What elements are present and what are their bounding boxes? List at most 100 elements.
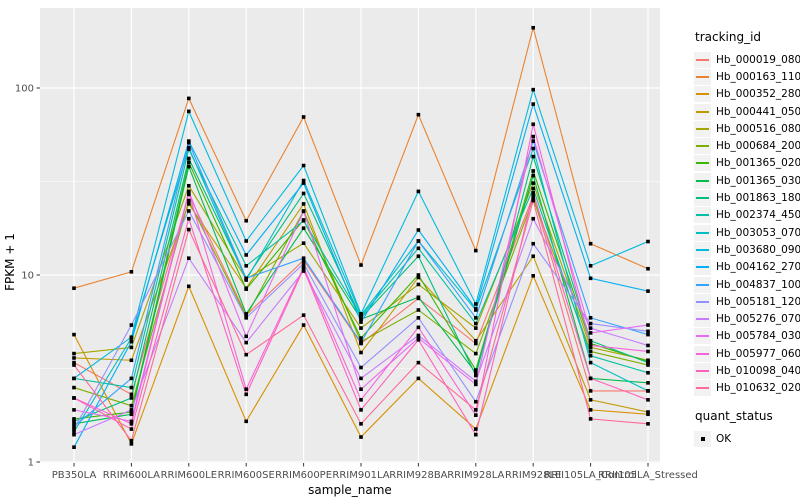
data-point [301, 323, 306, 327]
data-point [531, 241, 535, 246]
data-point [646, 332, 650, 337]
data-point [244, 340, 248, 345]
legend-label: Hb_005977_060 [716, 347, 800, 360]
data-point [531, 181, 535, 185]
data-point [72, 427, 76, 431]
legend-key-swatch [694, 207, 711, 224]
data-point [531, 154, 535, 159]
data-point [301, 178, 306, 183]
data-point [474, 399, 478, 404]
legend-key-swatch [694, 276, 711, 293]
data-point [129, 410, 134, 414]
data-point [187, 109, 191, 114]
legend-line-icon [696, 266, 709, 269]
data-point [646, 398, 650, 402]
data-point [72, 286, 76, 290]
data-point [416, 273, 421, 277]
data-point [187, 216, 191, 221]
data-point [359, 340, 363, 345]
data-point [531, 194, 535, 198]
legend-line-icon [696, 110, 709, 113]
data-point [129, 427, 134, 431]
data-point [474, 370, 478, 375]
data-point [187, 145, 191, 150]
data-point [244, 239, 248, 243]
data-point [72, 363, 76, 367]
data-point [531, 25, 535, 30]
data-point [244, 312, 248, 316]
y-tick-label: 10 [21, 271, 34, 282]
data-point [129, 442, 134, 446]
data-point [359, 365, 363, 370]
data-point [244, 387, 248, 392]
data-point [359, 422, 363, 426]
data-point [72, 432, 76, 437]
legend-item-Hb_003053_070: Hb_003053_070 [694, 224, 800, 241]
legend-item-Hb_005977_060: Hb_005977_060 [694, 345, 800, 362]
legend-item-Hb_004837_100: Hb_004837_100 [694, 276, 800, 293]
legend-label: Hb_000163_110 [716, 70, 800, 83]
legend-item-Hb_000441_050: Hb_000441_050 [694, 103, 800, 120]
quant-status-label: OK [716, 432, 732, 445]
data-point [244, 334, 248, 339]
data-point [129, 403, 134, 408]
data-point [474, 321, 478, 326]
data-point [129, 412, 134, 417]
data-point [129, 438, 134, 443]
data-point [531, 198, 535, 203]
data-point [359, 263, 363, 267]
legend-line-icon [696, 75, 709, 78]
data-point [244, 352, 248, 357]
data-point [646, 363, 650, 367]
data-point [474, 316, 478, 320]
data-point [72, 385, 76, 390]
legend-item-Hb_001365_020: Hb_001365_020 [694, 155, 800, 172]
quant-status-legend-title: quant_status [695, 408, 773, 423]
data-point [646, 422, 650, 426]
legend-item-Hb_005784_030: Hb_005784_030 [694, 328, 800, 345]
data-point [301, 209, 306, 214]
legend-item-Hb_001365_030: Hb_001365_030 [694, 172, 800, 189]
data-point [187, 160, 191, 165]
legend-label: Hb_010632_020 [716, 382, 800, 395]
data-point [72, 419, 76, 424]
data-point [416, 246, 421, 251]
data-point [72, 445, 76, 449]
data-point [416, 282, 421, 287]
legend-label: Hb_002374_450 [716, 209, 800, 222]
legend-item-Hb_000163_110: Hb_000163_110 [694, 68, 800, 85]
data-point [72, 376, 76, 381]
legend-key-swatch [694, 328, 711, 345]
data-point [646, 389, 650, 393]
data-point [301, 261, 306, 266]
data-point [474, 408, 478, 412]
legend-label: Hb_005181_120 [716, 295, 800, 308]
x-tick-label: RRIM600LA [103, 470, 160, 481]
legend-key-swatch [694, 259, 711, 276]
legend-line-icon [696, 145, 709, 148]
data-point [187, 202, 191, 206]
data-point [646, 323, 650, 327]
legend-label: Hb_005784_030 [716, 330, 800, 343]
data-point [72, 396, 76, 400]
x-tick-label: RRIM600LE [161, 470, 217, 481]
data-point [129, 358, 134, 363]
x-tick-label: RRIM901LA [332, 470, 389, 481]
data-point [301, 202, 306, 206]
data-point [129, 408, 134, 412]
data-point [474, 368, 478, 372]
data-point [359, 312, 363, 316]
legend-key-swatch [694, 51, 711, 68]
data-point [588, 345, 593, 350]
data-point [416, 275, 421, 280]
legend-line-icon [696, 369, 709, 372]
data-point [72, 408, 76, 412]
data-point [588, 316, 593, 320]
data-point [244, 287, 248, 291]
data-point [359, 398, 363, 402]
legend-line-icon [696, 248, 709, 251]
data-point [244, 263, 248, 268]
data-point [474, 341, 478, 346]
data-point [646, 329, 650, 334]
data-point [531, 274, 535, 278]
